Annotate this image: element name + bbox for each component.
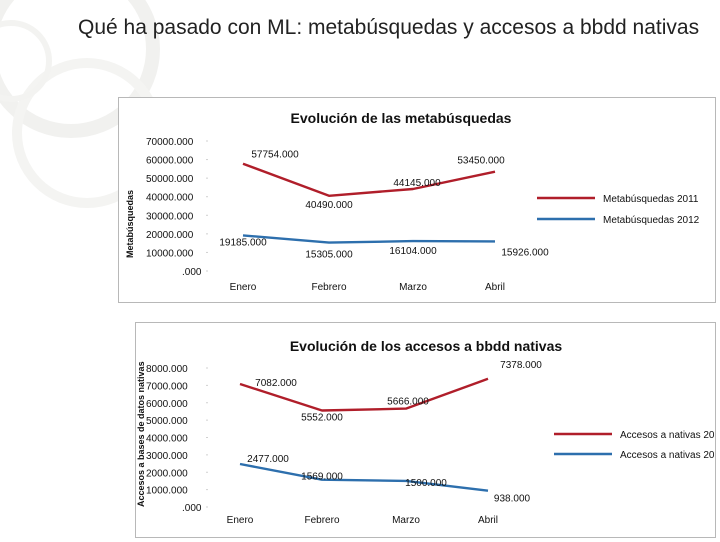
data-label: 16104.000 [389,246,437,257]
series-line-2011 [242,162,496,198]
metabusquedas-chart: Evolución de las metabúsquedas Metabúsque… [125,110,700,293]
legend-label: Accesos a nativas 2011 [620,430,715,441]
decorative-circle-small [0,20,52,102]
data-label: 938.000 [494,494,531,505]
data-label: 7378.000 [500,360,542,371]
data-label: 1500.000 [405,478,447,489]
y-tick-label: 8000.000 [146,364,188,375]
data-label: 15305.000 [305,250,353,261]
y-tick-label: 7000.000 [146,381,188,392]
y-tick-label: 4000.000 [146,434,188,445]
y-tick-label: 10000.000 [146,248,194,259]
y-tick-label: 50000.000 [146,174,194,185]
data-label: 1569.000 [301,472,343,483]
series-line-2012 [242,234,496,244]
series-line-2011 [239,377,489,412]
chart-title: Evolución de las metabúsquedas [291,110,512,126]
y-axis-label: Metabúsquedas [125,190,135,258]
y-axis-label: Accesos a bases de datos nativas [136,361,146,507]
x-category-label: Abril [478,515,498,526]
y-tick-label: 40000.000 [146,193,194,204]
x-category-label: Abril [485,282,505,293]
legend-label: Accesos a nativas 2012 [620,450,715,461]
series-line-2012 [239,462,489,492]
slide-title: Qué ha pasado con ML: metabúsquedas y ac… [78,16,700,39]
data-label: 40490.000 [305,200,353,211]
x-category-label: Marzo [392,515,420,526]
data-label: 5552.000 [301,413,343,424]
data-label: 2477.000 [247,454,289,465]
y-tick-label: 3000.000 [146,451,188,462]
y-tick-label: 30000.000 [146,211,194,222]
data-label: 15926.000 [501,247,549,258]
x-category-label: Marzo [399,282,427,293]
x-category-label: Febrero [311,282,346,293]
x-category-label: Febrero [304,515,339,526]
y-tick-label: 1000.000 [146,486,188,497]
accesos-chart: Evolución de los accesos a bbdd nativas A… [136,338,720,526]
y-tick-label: 2000.000 [146,468,188,479]
x-category-label: Enero [230,282,257,293]
y-tick-label: 60000.000 [146,156,194,167]
data-label: 19185.000 [219,237,267,248]
legend-label: Metabúsquedas 2011 [603,194,699,205]
chart-title: Evolución de los accesos a bbdd nativas [290,338,563,354]
y-tick-label: 6000.000 [146,399,188,410]
data-label: 53450.000 [457,156,505,167]
x-category-label: Enero [227,515,254,526]
y-tick-label: 5000.000 [146,416,188,427]
y-tick-label: 20000.000 [146,230,194,241]
data-label: 44145.000 [393,178,441,189]
data-label: 5666.000 [387,397,429,408]
accesos-chart-frame: Evolución de los accesos a bbdd nativas A… [135,322,720,538]
y-tick-label: .000 [182,503,202,514]
data-label: 57754.000 [251,150,299,161]
legend-label: Metabúsquedas 2012 [603,215,700,226]
y-tick-label: 70000.000 [146,137,194,148]
data-label: 7082.000 [255,378,297,389]
y-tick-label: .000 [182,267,202,278]
metabusquedas-chart-frame: Evolución de las metabúsquedas Metabúsque… [118,97,716,303]
